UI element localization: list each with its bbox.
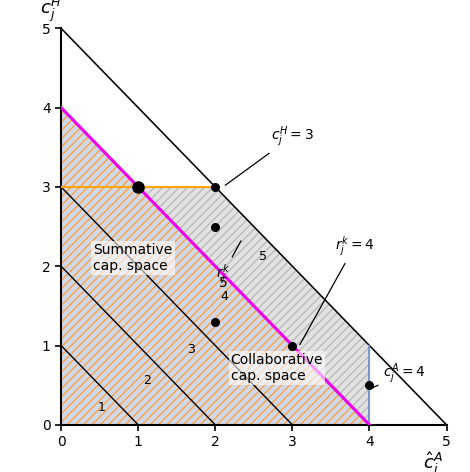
Text: $\hat{c}_j^H$: $\hat{c}_j^H$: [39, 0, 61, 25]
Text: $r_j^k = 4$: $r_j^k = 4$: [300, 235, 374, 345]
Text: $\hat{c}_j^A$: $\hat{c}_j^A$: [423, 450, 443, 472]
Text: $r_j^k$: $r_j^k$: [216, 241, 241, 286]
Text: 2: 2: [143, 374, 151, 387]
Text: $c_j^A = 4$: $c_j^A = 4$: [372, 361, 426, 388]
Text: 4: 4: [220, 290, 228, 303]
Text: 5: 5: [259, 250, 267, 263]
Polygon shape: [138, 187, 369, 425]
Text: Collaborative
cap. space: Collaborative cap. space: [231, 353, 323, 383]
Text: 1: 1: [97, 401, 105, 414]
Text: Summative
cap. space: Summative cap. space: [94, 243, 172, 273]
Text: 5: 5: [219, 276, 227, 290]
Text: $c_j^H = 3$: $c_j^H = 3$: [225, 124, 313, 185]
Polygon shape: [61, 108, 369, 425]
Text: 3: 3: [187, 343, 195, 356]
